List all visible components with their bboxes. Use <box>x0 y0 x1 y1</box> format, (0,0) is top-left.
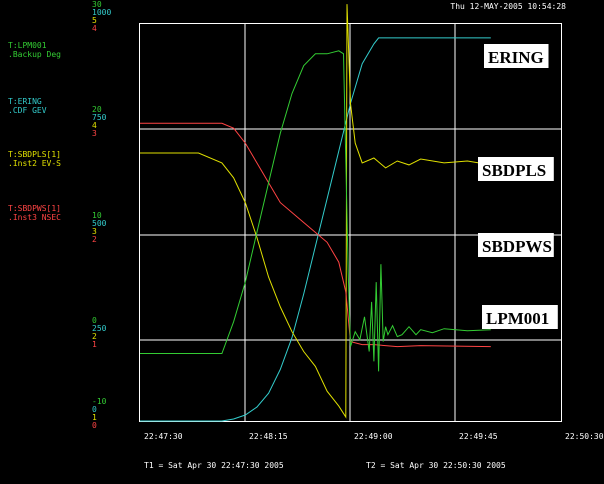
plot-frame <box>139 23 562 422</box>
series-layer <box>140 4 491 422</box>
y-tick-label: 0 <box>92 405 97 414</box>
y-tick-label: 1 <box>92 413 97 422</box>
y-tick-label: 30 <box>92 0 102 9</box>
series-line-ering <box>140 37 491 422</box>
timestamp: Thu 12-MAY-2005 10:54:28 <box>450 2 566 11</box>
y-tick-label: 1 <box>92 340 97 349</box>
y-tick-label: 10 <box>92 211 102 220</box>
series-label-sbdpls: SBDPLS <box>482 161 546 180</box>
grid <box>140 24 561 421</box>
y-tick-label: 5 <box>92 16 97 25</box>
x-tick-label: 22:49:00 <box>354 432 393 441</box>
y-tick-label: 500 <box>92 219 107 228</box>
y-tick-label: 3 <box>92 129 97 138</box>
y-tick-label: 4 <box>92 121 97 130</box>
y-tick-label: 0 <box>92 421 97 430</box>
x-tick-label: 22:50:30 <box>565 432 604 441</box>
legend-name: T:SBDPLS[1] <box>8 150 61 159</box>
legend-name: T:LPM001 <box>8 41 47 50</box>
y-tick-label: 750 <box>92 113 107 122</box>
legend-sub: .CDF GEV <box>8 106 47 115</box>
y-tick-label: 0 <box>92 316 97 325</box>
series-label-bg <box>484 44 549 68</box>
y-tick-label: 2 <box>92 332 97 341</box>
legend-sub: .Inst3 NSEC <box>8 213 61 222</box>
x-tick-label: 22:49:45 <box>459 432 498 441</box>
legend-sub: .Inst2 EV-S <box>8 159 61 168</box>
legend-layer: T:LPM001.Backup Deg T:ERING.CDF GEV T:SBDP… <box>8 41 61 222</box>
x-tick-label: 22:47:30 <box>144 432 183 441</box>
y-tick-label: -10 <box>92 397 107 406</box>
legend-name: T:SBDPWS[1] <box>8 204 61 213</box>
y-tick-label: 250 <box>92 324 107 333</box>
y-tick-label: 3 <box>92 227 97 236</box>
t2-label: T2 = Sat Apr 30 22:50:30 2005 <box>366 461 506 470</box>
series-label-sbdpws: SBDPWS <box>482 237 552 256</box>
y-tick-label: 20 <box>92 105 102 114</box>
y-tick-label: 1000 <box>92 8 111 17</box>
t1-label: T1 = Sat Apr 30 22:47:30 2005 <box>144 461 284 470</box>
y-tick-label: 2 <box>92 235 97 244</box>
series-label-bg <box>478 233 554 257</box>
x-tick-label: 22:48:15 <box>249 432 288 441</box>
series-label-bg <box>482 305 558 329</box>
series-line-sbdpws <box>140 122 491 348</box>
series-line-lpm001 <box>140 50 491 372</box>
series-line-sbdpls <box>140 4 491 419</box>
label-layer: ERING SBDPLS SBDPWS LPM001 <box>478 44 558 329</box>
legend-sub: .Backup Deg <box>8 50 61 59</box>
series-label-bg <box>478 157 554 181</box>
series-label-lpm001: LPM001 <box>486 309 549 328</box>
legend-name: T:ERING <box>8 97 42 106</box>
axis-layer: 3020100-1010007505002500543214321022:47:… <box>92 0 604 441</box>
y-tick-label: 4 <box>92 24 97 33</box>
series-label-ering: ERING <box>488 48 544 67</box>
